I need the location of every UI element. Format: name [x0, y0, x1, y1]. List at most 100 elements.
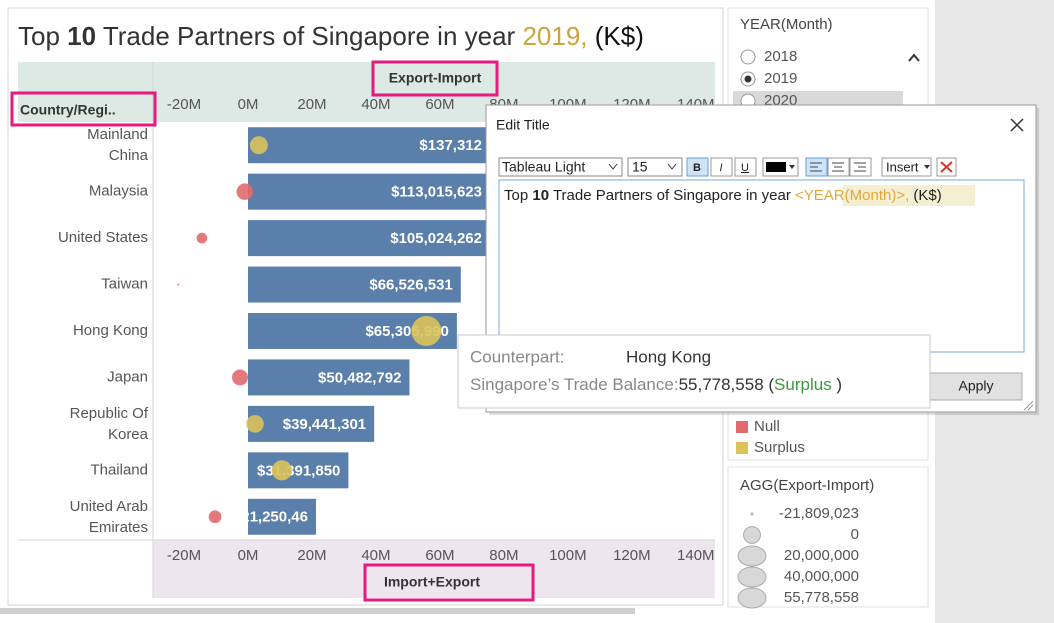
tooltip-paren: )	[832, 375, 842, 394]
format-button[interactable]	[734, 157, 757, 177]
highlight-box	[371, 60, 499, 97]
bubble	[249, 136, 268, 155]
legend-swatch	[736, 421, 748, 433]
size-select[interactable]	[627, 157, 683, 177]
x-tick-label-bottom: 40M	[361, 547, 390, 564]
insert-button[interactable]	[881, 157, 932, 177]
x-tick-label-bottom: 20M	[297, 547, 326, 564]
size-label: 20,000,000	[784, 547, 859, 564]
tooltip-value: 55,778,558	[679, 375, 764, 394]
legend-swatch	[736, 442, 748, 454]
category-line: China	[109, 147, 149, 164]
title-part: 2019,	[522, 21, 587, 51]
size-swatch	[750, 512, 754, 516]
legend-label: Null	[754, 418, 780, 435]
bubble	[411, 316, 442, 346]
radio-dot	[744, 75, 752, 83]
scrollbar[interactable]	[0, 608, 635, 614]
bar-label: $50,482,792	[318, 369, 401, 386]
format-button[interactable]	[686, 157, 709, 177]
radio-label: 2018	[764, 48, 797, 65]
tooltip-box	[457, 334, 931, 409]
bar	[247, 266, 461, 303]
category-label: Taiwan	[101, 276, 148, 293]
dropdown-arrow	[608, 163, 618, 170]
insert-label: Insert	[886, 159, 919, 174]
category-line: Republic Of	[70, 405, 149, 422]
text-part: Top	[504, 187, 532, 204]
tooltip-label: Singapore’s Trade Balance:	[470, 375, 679, 394]
category-label: Thailand	[90, 461, 148, 478]
bubble	[196, 232, 208, 244]
text-part: (K$)	[909, 187, 942, 204]
category-label: Hong Kong	[73, 322, 148, 339]
title-part: Top	[18, 21, 67, 51]
card	[727, 404, 929, 461]
title-part: (K$)	[588, 21, 644, 51]
bubble	[246, 415, 264, 433]
filter-title: YEAR(Month)	[740, 16, 833, 33]
bar	[247, 359, 410, 396]
category-label: United States	[58, 229, 148, 246]
radio[interactable]	[740, 49, 756, 65]
format-button[interactable]	[710, 157, 733, 177]
bubble	[208, 510, 222, 524]
category-label: Japan	[107, 368, 148, 385]
size-swatch	[737, 545, 767, 567]
row-header[interactable]: Country/Regi..	[20, 102, 116, 118]
x-tick-label-bottom: 120M	[613, 547, 651, 564]
bar-label: $105,024,262	[390, 230, 482, 247]
size-card: AGG(Export-Import) -21,809,023 0 20,000,00…	[727, 466, 929, 609]
text-part: 10	[532, 187, 549, 204]
x-tick-label-top: -20M	[167, 96, 201, 113]
editor-text: Top 10 Trade Partners of Singapore in ye…	[504, 187, 942, 204]
tooltip-paren: (	[764, 375, 775, 394]
size-label: 40,000,000	[784, 568, 859, 585]
size-label: -21,809,023	[779, 505, 859, 522]
bubble	[177, 283, 180, 286]
legend-label: Surplus	[754, 439, 805, 456]
highlight-box	[10, 91, 157, 127]
bar-label: $66,526,531	[369, 277, 452, 294]
x-tick-label-top: 40M	[361, 96, 390, 113]
top-axis-label[interactable]: Export-Import	[389, 70, 482, 86]
x-tick-label-bottom: 140M	[677, 547, 715, 564]
category-label: Malaysia	[89, 183, 149, 200]
bar	[247, 498, 316, 535]
dropdown-arrow	[789, 165, 795, 169]
underline-button: U	[741, 162, 749, 174]
highlight-box	[363, 563, 535, 602]
close-button[interactable]	[1010, 118, 1024, 132]
font-size: 15	[632, 159, 648, 175]
scroll-arrow[interactable]	[908, 53, 920, 62]
x-tick-label-bottom: 80M	[489, 547, 518, 564]
color-legend: Null Surplus	[736, 418, 805, 456]
bottom-header	[153, 540, 715, 598]
bubble	[232, 369, 248, 386]
title-editor[interactable]	[498, 179, 1025, 353]
size-legend: -21,809,023 0 20,000,000 40,000,000 55,778,5…	[737, 505, 859, 609]
category-line: Korea	[108, 426, 149, 443]
size-swatch	[737, 566, 767, 588]
tooltip: Counterpart: Hong Kong Singapore’s Trade…	[457, 334, 931, 409]
bold-button: B	[693, 162, 701, 174]
bar-label: $39,441,301	[283, 416, 366, 433]
font-select[interactable]	[498, 157, 623, 177]
bar-label: $21,250,46	[233, 509, 308, 526]
chart-title: Top 10 Trade Partners of Singapore in ye…	[18, 21, 644, 51]
color-swatch	[766, 162, 786, 172]
bar	[247, 405, 375, 442]
italic-button: I	[719, 162, 722, 174]
category-label: Mainland China	[87, 126, 149, 164]
category-line: Emirates	[89, 519, 148, 536]
bubble	[236, 183, 254, 200]
x-tick-label-bottom: 0M	[238, 547, 259, 564]
x-tick-label-bottom: -20M	[167, 547, 201, 564]
bar-label: $137,312	[419, 137, 482, 154]
bottom-axis-label[interactable]: Import+Export	[384, 574, 480, 590]
x-tick-label-top: 60M	[425, 96, 454, 113]
size-label: 55,778,558	[784, 589, 859, 606]
apply-button[interactable]	[929, 372, 1023, 401]
